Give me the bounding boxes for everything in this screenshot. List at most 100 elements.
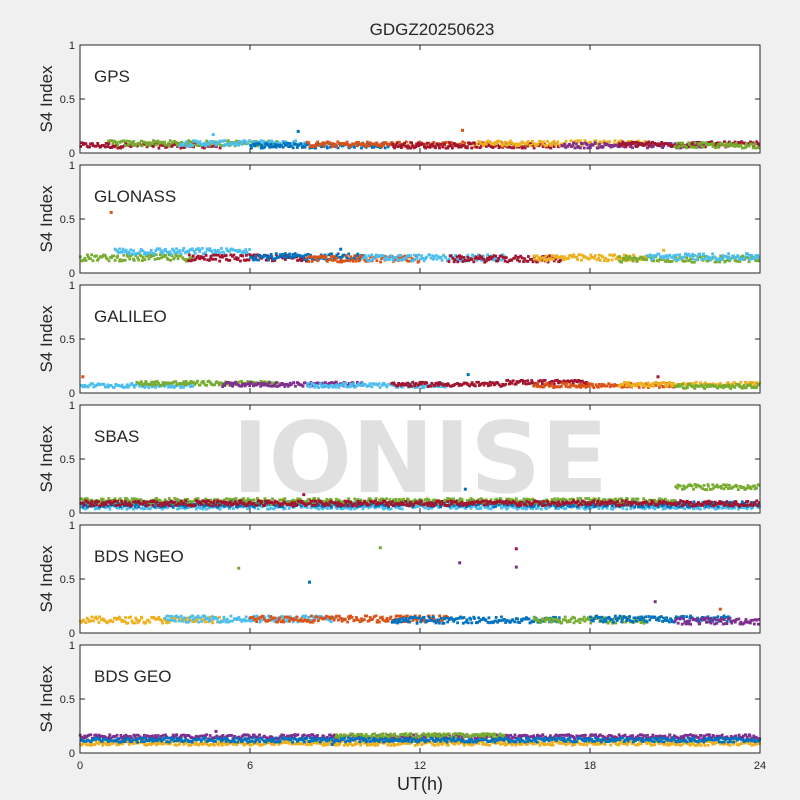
data-point [111, 499, 115, 502]
data-point [703, 506, 707, 510]
data-point [645, 505, 649, 508]
data-point [747, 260, 751, 264]
data-point [257, 382, 261, 385]
data-point [314, 146, 318, 150]
data-point [151, 383, 155, 387]
data-point [582, 255, 586, 259]
data-point [727, 385, 731, 389]
data-point [652, 385, 655, 388]
data-point [275, 141, 279, 145]
data-point [219, 139, 223, 143]
data-point [410, 141, 413, 145]
data-point [132, 140, 136, 143]
data-point [375, 141, 379, 145]
data-point [479, 507, 483, 510]
data-point [163, 505, 167, 508]
data-point [236, 504, 240, 508]
y-tick-label: 0.5 [60, 214, 75, 226]
data-point [454, 254, 458, 257]
data-point [256, 144, 260, 148]
data-point [232, 502, 235, 505]
data-point [475, 143, 479, 146]
data-point [728, 259, 731, 263]
data-point [707, 484, 710, 488]
data-point [587, 497, 591, 501]
data-point [357, 141, 360, 144]
data-point [133, 252, 137, 256]
data-point [162, 255, 166, 258]
data-point [170, 385, 173, 388]
data-point [417, 144, 421, 148]
data-point [684, 259, 688, 263]
data-point [356, 144, 359, 148]
data-point [548, 142, 551, 146]
data-point [274, 252, 278, 256]
data-point [418, 502, 421, 506]
data-point [707, 258, 710, 262]
data-point [675, 486, 679, 490]
data-point [381, 501, 384, 505]
data-point [668, 253, 672, 257]
data-point [342, 385, 346, 388]
data-point [581, 379, 584, 383]
data-point [313, 385, 317, 389]
data-point [233, 257, 237, 261]
data-point [152, 139, 155, 142]
data-point [528, 382, 532, 385]
data-point [290, 501, 294, 505]
panel-data-points [79, 483, 761, 511]
data-point [178, 141, 182, 145]
data-point [349, 382, 352, 386]
data-point [657, 383, 660, 387]
data-point [494, 505, 497, 508]
data-point [745, 144, 749, 147]
data-point [132, 385, 136, 389]
data-point [394, 256, 398, 259]
data-point [729, 486, 733, 490]
data-point [263, 145, 267, 149]
data-point [742, 255, 746, 259]
data-point [477, 498, 481, 501]
data-point [598, 259, 602, 262]
data-point [439, 255, 443, 259]
data-point [291, 498, 295, 502]
data-point [245, 504, 249, 508]
data-point [130, 504, 133, 508]
data-point [384, 503, 388, 507]
data-point [469, 497, 473, 500]
data-point [598, 142, 601, 146]
data-point [153, 252, 156, 256]
data-point [679, 383, 682, 386]
data-point [125, 139, 128, 143]
data-point [624, 142, 628, 146]
data-point [724, 255, 728, 258]
data-point [239, 254, 243, 257]
data-point [190, 258, 194, 262]
data-point [395, 502, 399, 506]
data-point [655, 500, 659, 504]
data-point [236, 503, 239, 507]
data-point [435, 257, 439, 261]
data-point [217, 248, 220, 252]
data-point [582, 384, 586, 388]
data-point [361, 507, 365, 511]
data-point [470, 381, 474, 384]
data-point [263, 497, 267, 501]
data-point [654, 254, 658, 257]
data-point [523, 506, 526, 510]
data-point [474, 500, 477, 504]
data-point [268, 381, 271, 385]
data-point [670, 256, 673, 259]
data-point [650, 254, 654, 258]
data-point [89, 502, 93, 506]
data-point [156, 383, 159, 387]
data-point [189, 382, 193, 386]
data-point [205, 499, 208, 503]
data-point [707, 506, 710, 510]
data-point [465, 503, 468, 507]
data-point [119, 384, 122, 388]
data-point [320, 142, 323, 146]
data-point [495, 501, 498, 505]
data-point [86, 498, 90, 502]
data-point [525, 497, 528, 501]
